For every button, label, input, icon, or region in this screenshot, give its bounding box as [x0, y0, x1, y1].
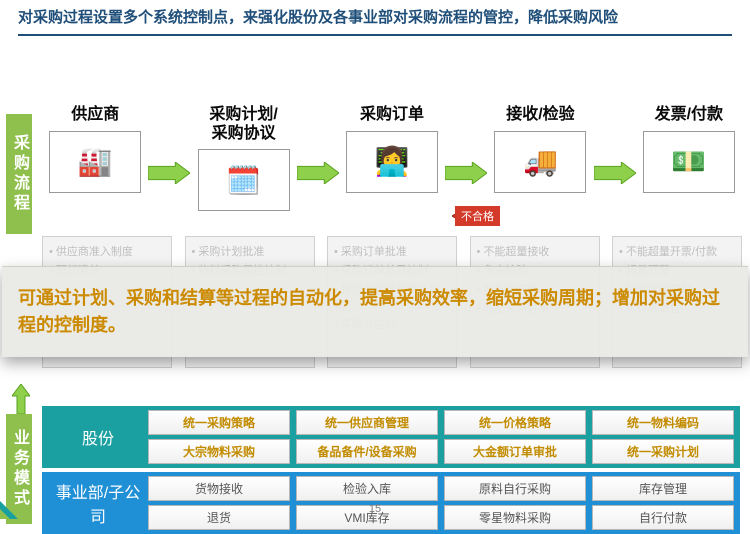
stage-icon-4: 💵 — [643, 131, 735, 193]
up-arrow-icon — [12, 384, 30, 414]
flow-arrow-3 — [594, 162, 636, 189]
stage-2: 采购订单 👩‍💻 — [339, 106, 445, 192]
stage-icon-1: 🗓️ — [198, 149, 290, 211]
biz-button: 大宗物料采购 — [148, 439, 290, 464]
control-item: • 不能超量开票/付款 — [619, 243, 735, 259]
control-item: • 采购计划批准 — [192, 243, 308, 259]
title-underline — [18, 34, 732, 36]
flow-arrow-2 — [445, 162, 487, 189]
stage-icon-0: 🏭 — [49, 131, 141, 193]
process-row: 供应商 🏭 采购计划/ 采购协议 🗓️ 采购订单 👩‍💻 接收/检验 🚚 发票/付款 💵 — [42, 106, 742, 211]
biz-button: 统一供应商管理 — [296, 410, 438, 435]
fail-tag: 不合格 — [455, 206, 500, 226]
stage-label-1: 采购计划/ 采购协议 — [209, 106, 277, 143]
page-number: 15 — [0, 503, 750, 515]
stage-4: 发票/付款 💵 — [636, 106, 742, 192]
biz-button: 统一物料编码 — [592, 410, 734, 435]
biz-button: 原料自行采购 — [444, 476, 586, 501]
control-item: • 不能超量接收 — [477, 243, 593, 259]
biz-button: 备品备件/设备采购 — [296, 439, 438, 464]
flow-arrow-0 — [148, 162, 190, 189]
biz-button: 统一价格策略 — [444, 410, 586, 435]
overlay-text: 可通过计划、采购和结算等过程的自动化，提高采购效率，缩短采购周期；增加对采购过程… — [18, 285, 732, 339]
stage-icon-3: 🚚 — [494, 131, 586, 193]
biz-button: 统一采购策略 — [148, 410, 290, 435]
stage-label-4: 发票/付款 — [655, 106, 723, 124]
corner-accent2-icon — [0, 509, 10, 519]
slide-title: 对采购过程设置多个系统控制点，来强化股份及各事业部对采购流程的管控，降低采购风险 — [0, 0, 750, 34]
biz-row-top: 股份 统一采购策略统一供应商管理统一价格策略统一物料编码大宗物料采购备品备件/设… — [42, 406, 740, 468]
stage-label-3: 接收/检验 — [506, 106, 574, 124]
stage-label-2: 采购订单 — [360, 106, 424, 124]
biz-button: 货物接收 — [148, 476, 290, 501]
biz-button: 检验入库 — [296, 476, 438, 501]
stage-label-0: 供应商 — [71, 106, 119, 124]
biz-button: 库存管理 — [592, 476, 734, 501]
control-item: • 采购订单批准 — [334, 243, 450, 259]
biz-top-grid: 统一采购策略统一供应商管理统一价格策略统一物料编码大宗物料采购备品备件/设备采购… — [148, 410, 734, 464]
overlay-callout: 可通过计划、采购和结算等过程的自动化，提高采购效率，缩短采购周期；增加对采购过程… — [2, 266, 748, 357]
biz-row-top-label: 股份 — [48, 425, 148, 449]
stage-3: 接收/检验 🚚 — [487, 106, 593, 192]
biz-button: 统一采购计划 — [592, 439, 734, 464]
biz-button: 大金额订单审批 — [444, 439, 586, 464]
flow-arrow-1 — [297, 162, 339, 189]
stage-0: 供应商 🏭 — [42, 106, 148, 192]
vlabel-flow: 采购流程 — [6, 114, 32, 234]
stage-1: 采购计划/ 采购协议 🗓️ — [190, 106, 296, 211]
control-item: • 供应商准入制度 — [49, 243, 165, 259]
stage-icon-2: 👩‍💻 — [346, 131, 438, 193]
